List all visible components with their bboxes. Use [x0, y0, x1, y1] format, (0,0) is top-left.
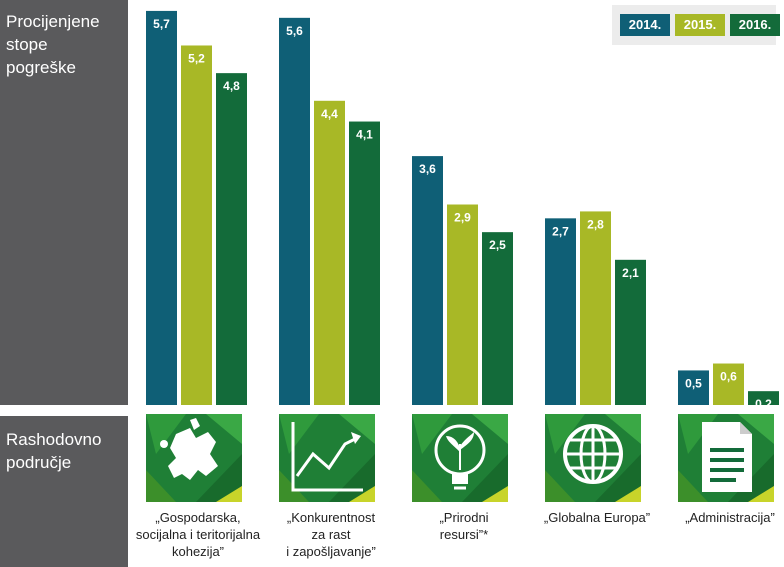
value-label: 2,9: [454, 211, 471, 225]
bar-2016-cat-2: [482, 232, 513, 405]
bar-2016-cat-4: [748, 391, 779, 405]
value-label: 2,8: [587, 217, 604, 231]
bar-2014-cat-3: [545, 218, 576, 405]
bar-2015-cat-2: [447, 204, 478, 405]
legend-item-2014: 2014.: [620, 14, 670, 36]
value-label: 0,5: [685, 376, 702, 390]
bar-2015-cat-4: [713, 363, 744, 405]
category-label: „Konkurentnost za rast i zapošljavanje”: [286, 510, 376, 559]
globe-icon: [545, 414, 641, 502]
document-icon: [678, 414, 774, 502]
value-label: 3,6: [419, 162, 436, 176]
bar-2015-cat-1: [314, 100, 345, 406]
value-label: 4,1: [356, 128, 373, 142]
bar-2016-cat-0: [216, 73, 247, 405]
category-label: „Gospodarska, socijalna i teritorijalna ko…: [136, 510, 261, 559]
bar-2015-cat-3: [580, 211, 611, 405]
value-label: 2,7: [552, 224, 569, 238]
category-axis-title: Rashodovno područje: [6, 430, 102, 472]
legend-item-2015: 2015.: [675, 14, 725, 36]
legend-item-2016: 2016.: [730, 14, 780, 36]
value-label: 4,4: [321, 107, 338, 121]
category-label: „Administracija”: [685, 510, 775, 525]
growth-chart-icon: [279, 414, 375, 502]
value-label: 4,8: [223, 79, 240, 93]
legend: 2014. 2015. 2016.: [612, 5, 780, 45]
value-label: 2,1: [622, 266, 639, 280]
y-axis-title: Procijenjene stope pogreške: [6, 12, 100, 77]
bar-2016-cat-1: [349, 121, 380, 405]
category-label: „Globalna Europa”: [544, 510, 650, 525]
category-label: „Prirodni resursi”*: [439, 510, 488, 542]
bar-2015-cat-0: [181, 45, 212, 405]
value-label: 2,5: [489, 238, 506, 252]
value-label: 0,2: [755, 397, 772, 411]
eu-map-icon: [146, 414, 242, 502]
y-axis-panel: [0, 0, 128, 405]
value-label: 5,6: [286, 24, 303, 38]
bar-2014-cat-1: [279, 17, 310, 406]
value-label: 0,6: [720, 370, 737, 384]
value-label: 5,7: [153, 17, 170, 31]
plant-bulb-icon: [412, 414, 508, 502]
bar-2014-cat-0: [146, 10, 177, 406]
bar-2014-cat-4: [678, 370, 709, 405]
category-axis-panel: [0, 416, 128, 567]
bar-2016-cat-3: [615, 259, 646, 405]
bar-2014-cat-2: [412, 156, 443, 405]
value-label: 5,2: [188, 51, 205, 65]
